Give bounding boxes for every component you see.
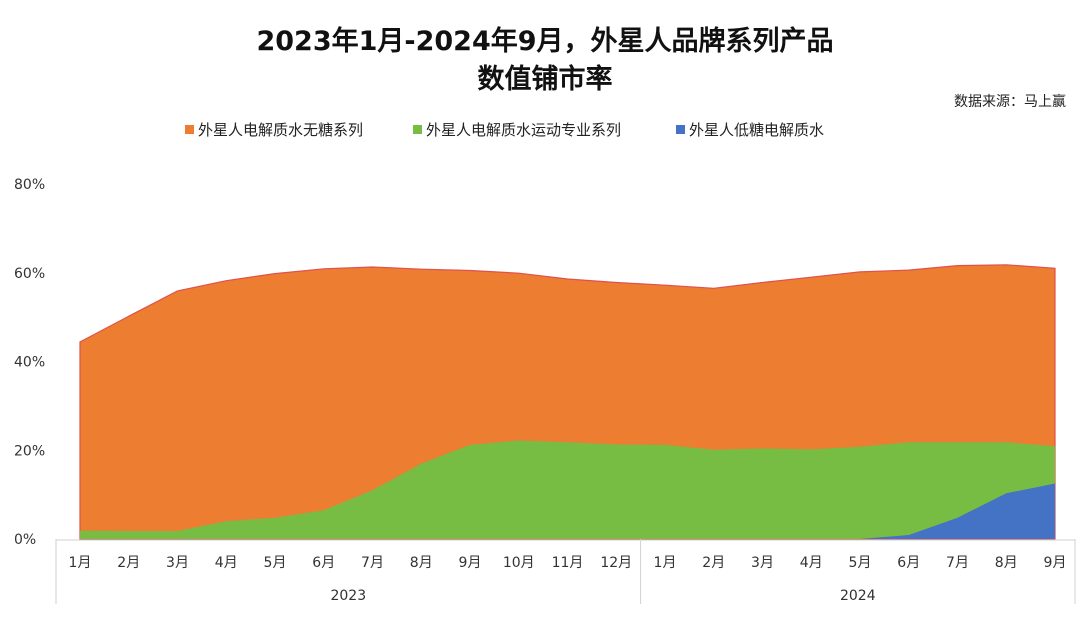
x-tick-label: 4月 <box>800 555 823 571</box>
x-tick-label: 9月 <box>1044 555 1067 571</box>
x-tick-label: 3月 <box>166 555 189 571</box>
data-source: 数据来源：马上赢 <box>954 93 1066 110</box>
legend-label: 外星人电解质水运动专业系列 <box>426 121 621 139</box>
x-tick-label: 2月 <box>702 555 725 571</box>
x-group-label: 2023 <box>330 588 366 604</box>
x-tick-label: 5月 <box>849 555 872 571</box>
legend: 外星人电解质水无糖系列 外星人电解质水运动专业系列 外星人低糖电解质水 <box>185 121 824 139</box>
x-tick-label: 7月 <box>361 555 384 571</box>
x-group-label: 2024 <box>840 588 876 604</box>
x-tick-label: 8月 <box>410 555 433 571</box>
x-tick-label: 6月 <box>312 555 335 571</box>
y-axis: 0% 20% 40% 60% 80% <box>14 177 45 548</box>
y-tick-label: 60% <box>14 266 45 282</box>
x-tick-label: 9月 <box>459 555 482 571</box>
x-tick-label: 8月 <box>995 555 1018 571</box>
x-tick-label: 10月 <box>503 555 535 571</box>
x-tick-label: 11月 <box>552 555 584 571</box>
x-tick-label: 6月 <box>897 555 920 571</box>
plot-areas <box>79 264 1056 540</box>
x-tick-label: 1月 <box>654 555 677 571</box>
legend-label: 外星人电解质水无糖系列 <box>198 121 363 139</box>
y-tick-label: 0% <box>14 532 36 548</box>
x-tick-label: 2月 <box>117 555 140 571</box>
legend-swatch <box>185 125 194 134</box>
x-tick-label: 3月 <box>751 555 774 571</box>
legend-label: 外星人低糖电解质水 <box>689 121 824 139</box>
chart-title-line1: 2023年1月-2024年9月，外星人品牌系列产品 <box>256 25 833 57</box>
y-tick-label: 80% <box>14 177 45 193</box>
y-tick-label: 40% <box>14 355 45 371</box>
legend-swatch <box>676 125 685 134</box>
x-axis: 1月 2月 3月 4月 5月 6月 7月 8月 9月 10月 11月 12月 1月 2月 3月 4月 5月 6月 7… <box>55 539 1076 604</box>
chart-title-line2: 数值铺市率 <box>478 63 613 95</box>
x-tick-label: 12月 <box>600 555 632 571</box>
area-series-3 <box>80 483 1055 539</box>
legend-swatch <box>413 125 422 134</box>
x-tick-label: 1月 <box>69 555 92 571</box>
area-series-2 <box>80 440 1055 539</box>
x-tick-label: 7月 <box>946 555 969 571</box>
x-tick-label: 5月 <box>264 555 287 571</box>
y-tick-label: 20% <box>14 443 45 459</box>
x-tick-label: 4月 <box>215 555 238 571</box>
